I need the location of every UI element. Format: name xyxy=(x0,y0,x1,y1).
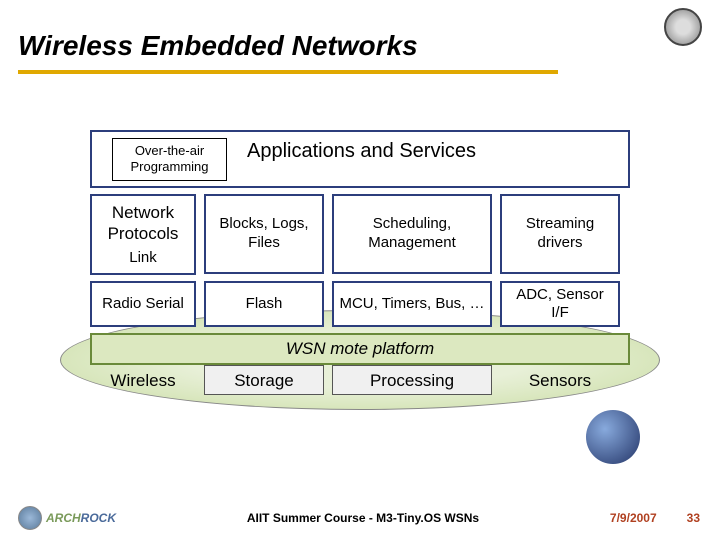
applications-row: Over-the-air Programming Applications an… xyxy=(90,130,630,188)
wsn-platform-row: WSN mote platform xyxy=(90,333,630,365)
link-cell: Link xyxy=(90,247,196,276)
mcu-timers-bus-cell: MCU, Timers, Bus, … xyxy=(332,281,492,327)
footer-page-number: 33 xyxy=(687,511,700,525)
corner-logo-icon xyxy=(664,8,702,46)
globe-icon xyxy=(586,410,640,464)
footer-logo: ARCHROCK xyxy=(18,506,116,530)
title-underline xyxy=(18,70,558,74)
scheduling-management-cell: Scheduling, Management xyxy=(332,194,492,274)
storage-cell: Storage xyxy=(204,365,324,395)
footer-brand-text: ARCHROCK xyxy=(46,511,116,525)
architecture-diagram: Over-the-air Programming Applications an… xyxy=(90,130,630,401)
hardware-abstraction-row: Radio Serial Flash MCU, Timers, Bus, … A… xyxy=(90,281,630,327)
footer-center-text: AIIT Summer Course - M3-Tiny.OS WSNs xyxy=(116,511,610,525)
flash-cell: Flash xyxy=(204,281,324,327)
network-protocols-cell: Network Protocols xyxy=(90,194,196,247)
ota-programming-box: Over-the-air Programming xyxy=(112,138,227,181)
radio-serial-cell: Radio Serial xyxy=(90,281,196,327)
slide-title: Wireless Embedded Networks xyxy=(18,30,418,62)
footer-date: 7/9/2007 xyxy=(610,511,657,525)
wireless-label: Wireless xyxy=(90,365,196,395)
applications-label: Applications and Services xyxy=(247,140,476,163)
physical-row: Wireless Storage Processing Sensors xyxy=(90,365,630,395)
footer-logo-icon xyxy=(18,506,42,530)
middleware-row: Network Protocols Link Blocks, Logs, Fil… xyxy=(90,194,630,275)
slide-footer: ARCHROCK AIIT Summer Course - M3-Tiny.OS… xyxy=(0,506,720,530)
adc-sensor-if-cell: ADC, Sensor I/F xyxy=(500,281,620,327)
blocks-logs-files-cell: Blocks, Logs, Files xyxy=(204,194,324,274)
streaming-drivers-cell: Streaming drivers xyxy=(500,194,620,274)
sensors-label: Sensors xyxy=(500,365,620,395)
processing-cell: Processing xyxy=(332,365,492,395)
